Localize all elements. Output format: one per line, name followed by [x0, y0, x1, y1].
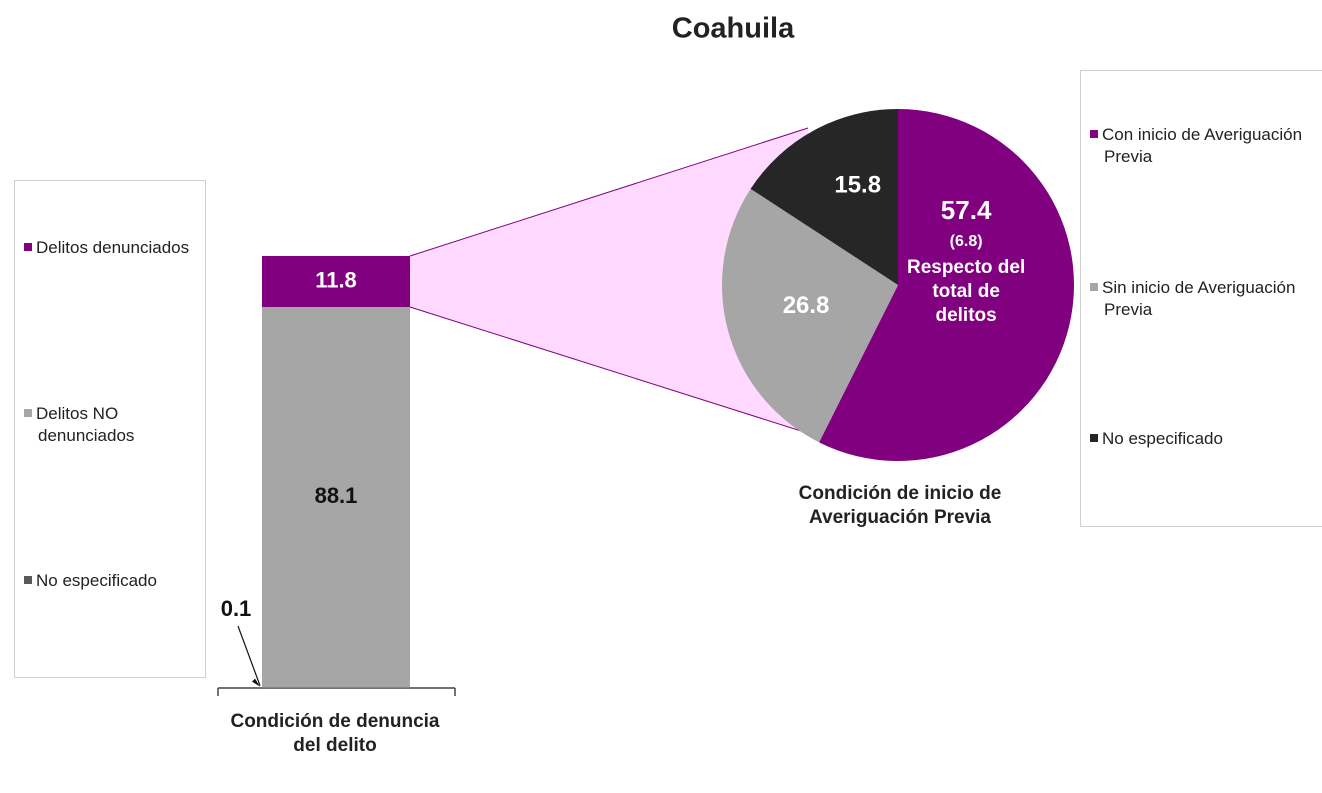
label-arrowhead [252, 678, 260, 687]
data-label: 26.8 [783, 292, 830, 319]
zoom-line [409, 127, 809, 257]
legend-swatch [24, 409, 32, 417]
legend-label: Sin inicio de Averiguación Previa [1102, 278, 1296, 319]
legend-item: Con inicio de Averiguación Previa [1090, 124, 1322, 168]
pie-slice [722, 188, 898, 443]
chart-title: Coahuila [672, 13, 795, 45]
legend-swatch [1090, 130, 1098, 138]
share-label: (6.8) [950, 233, 983, 250]
bar-segment [262, 687, 410, 689]
legend-swatch [24, 576, 32, 584]
legend-item: No especificado [24, 570, 203, 592]
share-note: Respecto del total de delitos [906, 257, 1026, 326]
pie-legend [1080, 70, 1322, 527]
bar-legend [14, 180, 206, 678]
bar-segment [262, 306, 410, 688]
pie-caption: Condición de inicio de Averiguación Prev… [798, 483, 1002, 528]
legend-swatch [1090, 283, 1098, 291]
legend-item: Delitos denunciados [24, 237, 203, 259]
x-category-label: Condición de denuncia del delito [230, 711, 440, 756]
legend-label: Delitos denunciados [36, 238, 190, 257]
bar-segment [262, 256, 410, 307]
zoom-connector [410, 128, 820, 437]
legend-item: No especificado [1090, 428, 1322, 450]
legend-swatch [24, 243, 32, 251]
legend-item: Sin inicio de Averiguación Previa [1090, 277, 1322, 321]
data-label: 11.8 [315, 267, 357, 292]
legend-label: Delitos NO denunciados [36, 404, 135, 445]
legend-label: Con inicio de Averiguación Previa [1102, 125, 1303, 166]
legend-label: No especificado [1102, 429, 1223, 448]
data-label: 57.4 [941, 195, 992, 225]
zoom-line [409, 306, 821, 438]
data-label: 15.8 [834, 171, 881, 198]
legend-label: No especificado [36, 571, 157, 590]
pie-slice [819, 109, 1074, 461]
data-label: 88.1 [315, 483, 358, 508]
data-label: 0.1 [221, 596, 252, 621]
legend-item: Delitos NO denunciados [24, 403, 203, 447]
legend-swatch [1090, 434, 1098, 442]
label-arrow [237, 625, 261, 686]
pie-slice [750, 109, 898, 285]
